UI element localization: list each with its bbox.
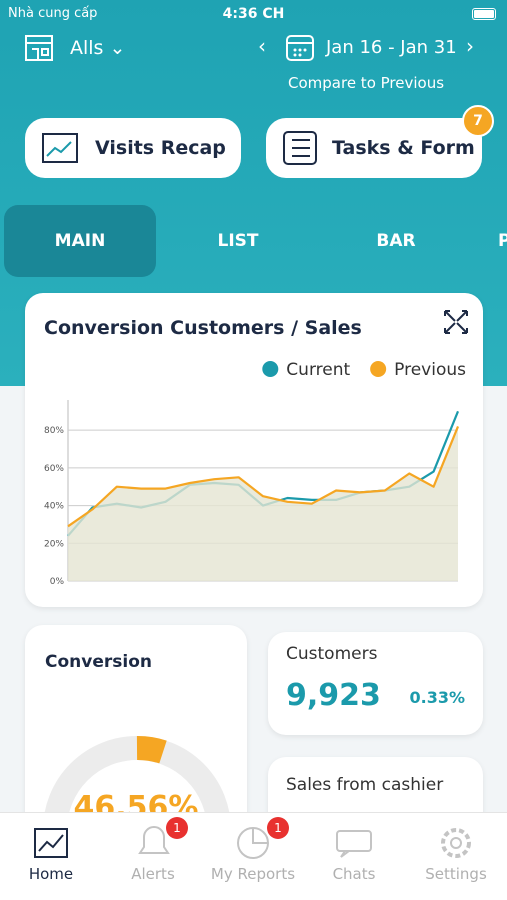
nav-icons <box>34 826 471 859</box>
y-tick-label: 80% <box>44 426 64 436</box>
battery <box>472 8 496 20</box>
tab[interactable]: MAIN <box>54 231 106 251</box>
area <box>68 426 458 581</box>
nav-reports[interactable]: My Reports <box>210 865 296 883</box>
visits-icon <box>42 133 78 163</box>
customers-title: Customers <box>286 644 378 664</box>
calendar-icon[interactable] <box>285 32 315 62</box>
y-tick-label: 20% <box>44 539 64 549</box>
chart: Conversion Customers / Sales 0% 20% 40% 60%… <box>44 310 468 587</box>
nav-alerts[interactable]: Alerts <box>131 865 175 883</box>
tasks-button[interactable]: Tasks & Form <box>266 118 482 178</box>
tasks-badge: 7 <box>462 105 494 137</box>
tab-active-bg <box>4 205 156 277</box>
chart-card: Conversion Customers / Sales 0% 20% 40% 60%… <box>25 293 483 607</box>
sales-title: Sales from cashier <box>286 775 444 795</box>
bottom-nav: Home Alerts My Reports Chats Settings 1 … <box>0 812 507 900</box>
y-tick-label: 60% <box>44 464 64 474</box>
chart-title: Conversion Customers / Sales <box>44 317 362 339</box>
legend-swatch <box>370 361 387 377</box>
legend-label: Previous <box>394 360 466 380</box>
y-tick-label: 40% <box>44 502 64 512</box>
store-icon[interactable] <box>24 33 56 63</box>
time: 4:36 CH <box>222 6 285 22</box>
conversion-title: Conversion <box>45 652 152 672</box>
alerts-badge: 1 <box>166 817 188 839</box>
nav-home[interactable]: Home <box>28 865 74 883</box>
date-range[interactable]: Jan 16 - Jan 31 <box>326 37 457 58</box>
tab[interactable]: LIST <box>217 231 259 251</box>
y-tick-label: 0% <box>50 577 65 587</box>
expand-icon[interactable] <box>444 310 468 334</box>
compare[interactable]: Compare to Previous <box>288 74 445 92</box>
series-line <box>67 425 460 528</box>
customers-change: 0.33% <box>409 688 465 707</box>
reports-badge: 1 <box>267 817 289 839</box>
tasks-icon <box>283 131 317 165</box>
tab[interactable]: P <box>498 231 507 251</box>
nav-settings[interactable]: Settings <box>425 865 487 883</box>
tab[interactable]: BAR <box>376 231 416 251</box>
legend-label: Current <box>286 360 350 380</box>
nav-chats[interactable]: Chats <box>332 865 376 883</box>
prev-date[interactable]: ‹ <box>258 34 266 58</box>
store-select[interactable]: Alls ⌄ <box>70 37 126 59</box>
visits-recap-button[interactable]: Visits Recap <box>25 118 241 178</box>
customers-value: 9,923 <box>286 678 381 713</box>
next-date[interactable]: › <box>466 34 474 58</box>
customers-card: Customers 9,923 0.33% <box>268 632 483 735</box>
carrier: Nhà cung cấp <box>8 6 98 21</box>
legend-swatch <box>262 361 279 377</box>
